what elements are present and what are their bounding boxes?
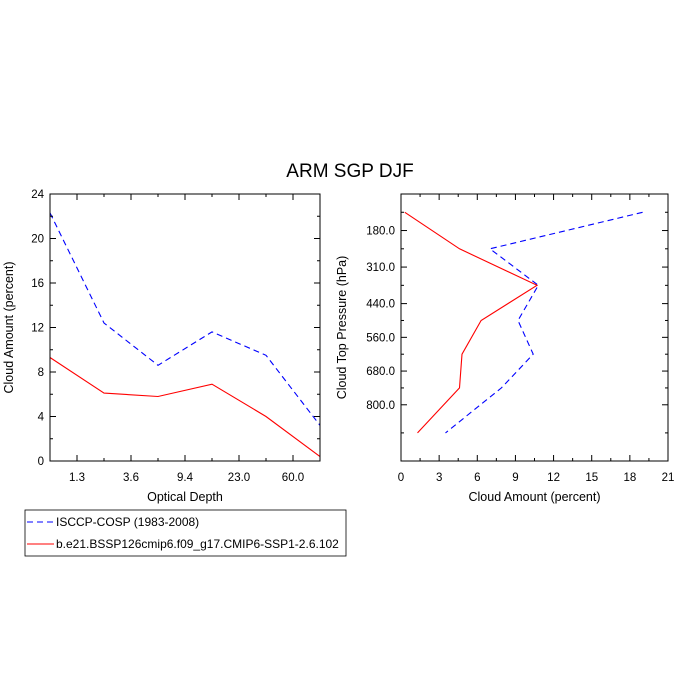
y-tick-label: 310.0 — [366, 262, 395, 274]
x-tick-label: 6 — [474, 472, 480, 484]
legend-label-model: b.e21.BSSP126cmip6.f09_g17.CMIP6-SSP1-2.… — [56, 537, 339, 551]
legend-box — [24, 509, 347, 557]
x-axis-label: Cloud Amount (percent) — [468, 490, 600, 504]
x-tick-label: 9 — [512, 472, 518, 484]
series-line-isccp — [49, 212, 321, 426]
legend: ISCCP-COSP (1983-2008) b.e21.BSSP126cmip… — [24, 509, 347, 557]
y-tick-label: 16 — [31, 278, 44, 290]
x-tick-label: 18 — [623, 472, 636, 484]
y-tick-label: 680.0 — [366, 366, 395, 378]
y-tick-label: 24 — [31, 189, 44, 201]
chart-title: ARM SGP DJF — [286, 161, 413, 182]
y-tick-label: 8 — [38, 367, 44, 379]
legend-label-isccp: ISCCP-COSP (1983-2008) — [56, 515, 199, 529]
x-tick-label: 15 — [585, 472, 598, 484]
plot-frame — [400, 193, 669, 462]
x-tick-label: 60.0 — [282, 472, 304, 484]
y-tick-label: 180.0 — [366, 226, 395, 238]
x-tick-label: 21 — [662, 472, 675, 484]
x-tick-label: 1.3 — [69, 472, 85, 484]
x-tick-label: 3 — [436, 472, 442, 484]
cloud-top-pressure-panel: 180.0 310.0 440.0 560.0 680.0 800.0 0 3 6 9 12 15 18… — [335, 193, 675, 504]
y-axis-label: Cloud Amount (percent) — [2, 261, 16, 393]
x-tick-label: 3.6 — [123, 472, 139, 484]
y-tick-label: 800.0 — [366, 400, 395, 412]
y-tick-label: 20 — [31, 234, 44, 246]
x-tick-label: 9.4 — [177, 472, 194, 484]
optical-depth-panel: 0 4 8 12 16 20 24 1.3 3.6 9.4 23.0 60.0 Optical Dept… — [2, 189, 321, 504]
y-tick-label: 560.0 — [366, 332, 395, 344]
x-axis-label: Optical Depth — [147, 490, 223, 504]
x-tick-label: 23.0 — [228, 472, 250, 484]
series-line-model — [49, 357, 321, 458]
y-tick-label: 0 — [38, 456, 44, 468]
series-line-isccp — [445, 211, 643, 434]
y-tick-label: 12 — [31, 323, 44, 335]
y-tick-label: 4 — [38, 412, 45, 424]
series-line-model — [404, 211, 539, 434]
y-axis-label: Cloud Top Pressure (hPa) — [335, 256, 349, 400]
x-tick-label: 0 — [398, 472, 404, 484]
y-tick-label: 440.0 — [366, 299, 395, 311]
plot-frame — [49, 193, 321, 462]
x-tick-label: 12 — [547, 472, 560, 484]
